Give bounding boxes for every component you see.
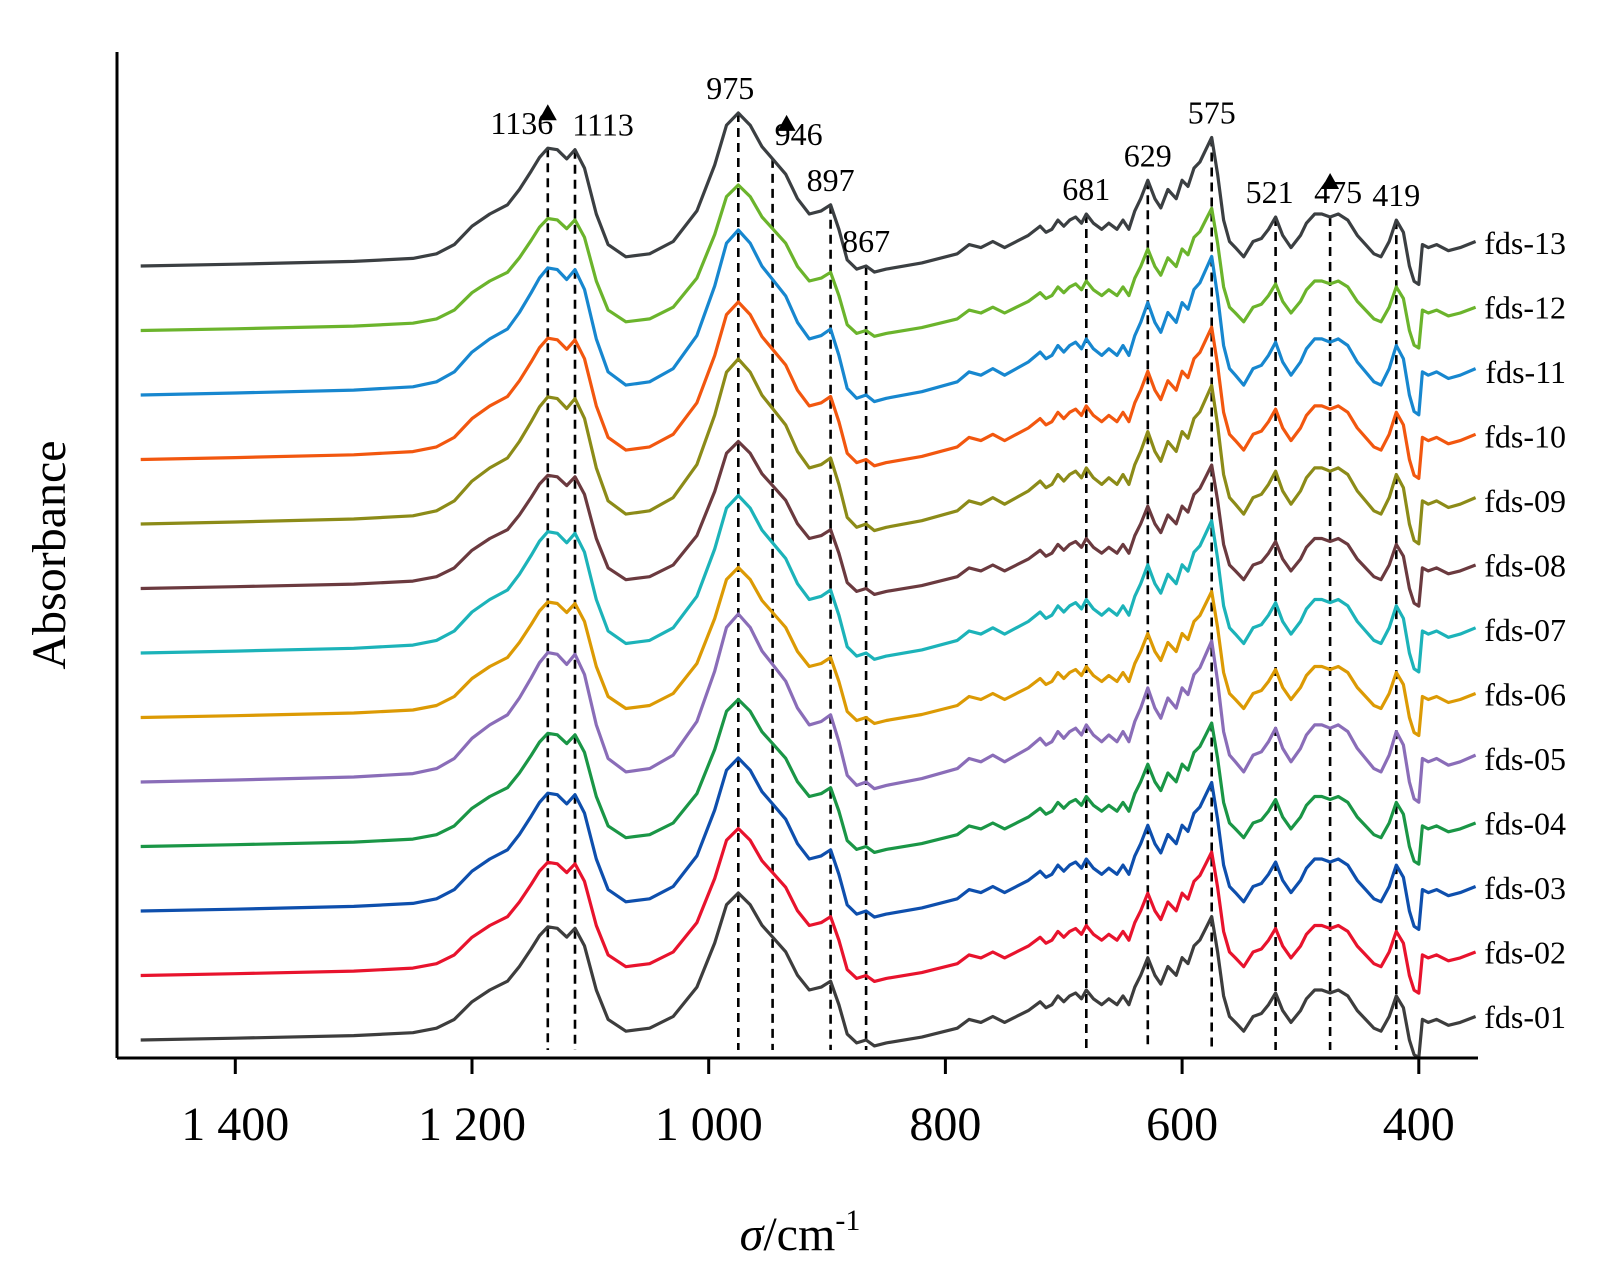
- peak-label-575: 575: [1188, 95, 1236, 131]
- series-line-fds-02: [140, 826, 1477, 995]
- series-line-fds-07: [140, 493, 1477, 674]
- peak-label-946: 946: [775, 116, 823, 152]
- x-tick-label: 800: [909, 1098, 981, 1151]
- series-label-fds-08: fds-08: [1484, 548, 1566, 584]
- peak-label-521: 521: [1246, 174, 1294, 210]
- peak-label-975: 975: [706, 70, 754, 106]
- x-axis-exponent: -1: [835, 1204, 860, 1237]
- axes: [115, 52, 1478, 1060]
- series-label-fds-13: fds-13: [1484, 225, 1566, 261]
- series-line-fds-03: [140, 756, 1477, 931]
- peak-label-419: 419: [1372, 177, 1420, 213]
- x-tick-label: 1 000: [655, 1098, 763, 1151]
- x-axis-symbol: σ: [740, 1208, 766, 1261]
- peak-label-1113: 1113: [572, 107, 634, 143]
- series-label-fds-12: fds-12: [1484, 290, 1566, 326]
- series-label-fds-11: fds-11: [1485, 354, 1566, 390]
- series-line-fds-01: [140, 891, 1477, 1060]
- series-line-fds-04: [140, 697, 1477, 866]
- peak-labels: 1136 1113 975 946 897 867 681 629 575 521 475 419: [490, 70, 1420, 259]
- series-label-fds-04: fds-04: [1484, 806, 1566, 842]
- x-tick-label: 1 200: [418, 1098, 526, 1151]
- peak-label-475: 475: [1314, 174, 1362, 210]
- series-line-fds-06: [140, 565, 1477, 738]
- x-tick-label: 400: [1383, 1098, 1455, 1151]
- peak-label-681: 681: [1062, 171, 1110, 207]
- series-line-fds-05: [140, 612, 1477, 804]
- peak-label-867: 867: [842, 223, 890, 259]
- peak-arrow-1136: [538, 104, 557, 121]
- series-label-fds-03: fds-03: [1484, 870, 1566, 906]
- reference-lines: [546, 113, 1398, 1050]
- series-line-fds-13: [140, 111, 1477, 286]
- series-label-fds-07: fds-07: [1484, 612, 1566, 648]
- y-axis-title: Absorbance: [23, 440, 76, 669]
- series-label-fds-05: fds-05: [1484, 741, 1566, 777]
- peak-arrow-475: [1321, 173, 1340, 189]
- series-lines: [140, 111, 1477, 1060]
- peak-arrow-946: [777, 114, 796, 131]
- series-line-fds-12: [140, 183, 1477, 350]
- peak-label-629: 629: [1124, 137, 1172, 173]
- peak-label-1136: 1136: [490, 105, 553, 141]
- series-label-fds-01: fds-01: [1484, 999, 1566, 1035]
- series-labels: fds-01 fds-02 fds-03 fds-04 fds-05 fds-06 fds-…: [1484, 225, 1566, 1035]
- x-tick-label: 1 400: [181, 1098, 289, 1151]
- x-ticks: 1 400 1 200 1 000 800 600 400: [181, 1058, 1455, 1151]
- series-label-fds-10: fds-10: [1484, 419, 1566, 455]
- x-axis-title: σ/cm-1: [740, 1204, 861, 1261]
- peak-label-897: 897: [807, 162, 855, 198]
- series-line-fds-08: [140, 439, 1477, 608]
- x-tick-label: 600: [1146, 1098, 1218, 1151]
- series-line-fds-10: [140, 300, 1477, 480]
- series-label-fds-09: fds-09: [1484, 483, 1566, 519]
- series-line-fds-09: [140, 357, 1477, 546]
- x-axis-unit: /cm: [763, 1208, 835, 1261]
- series-line-fds-11: [140, 228, 1477, 417]
- series-label-fds-06: fds-06: [1484, 677, 1566, 713]
- series-label-fds-02: fds-02: [1484, 935, 1566, 971]
